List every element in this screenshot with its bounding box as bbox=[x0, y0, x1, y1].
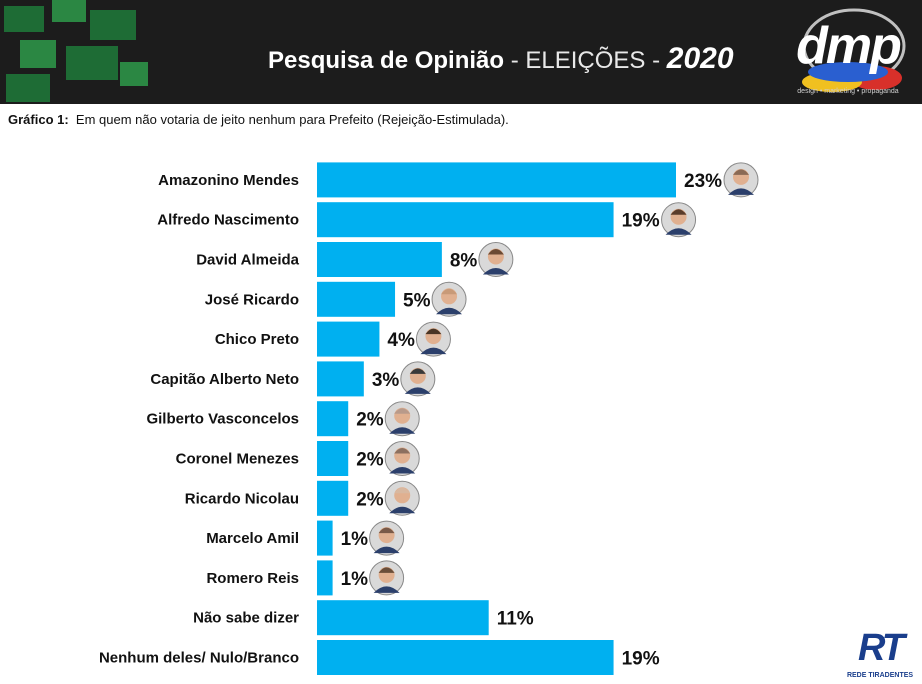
candidate-photo-icon bbox=[384, 480, 420, 516]
data-label: 11% bbox=[497, 609, 534, 630]
bar bbox=[317, 281, 396, 317]
data-label: 4% bbox=[387, 330, 415, 351]
bar bbox=[317, 600, 489, 636]
decor-square bbox=[66, 46, 118, 80]
category-label: José Ricardo bbox=[205, 291, 299, 308]
logo-swoosh-icon bbox=[802, 8, 906, 92]
data-label: 19% bbox=[622, 649, 660, 670]
data-label: 23% bbox=[684, 171, 722, 192]
category-label: David Almeida bbox=[196, 252, 299, 269]
decor-square bbox=[20, 40, 56, 68]
category-label: Gilberto Vasconcelos bbox=[146, 411, 299, 428]
chart-subtitle: Gráfico 1: Em quem não votaria de jeito … bbox=[8, 112, 509, 127]
bar bbox=[317, 520, 333, 556]
logo-text: dmp bbox=[796, 17, 902, 75]
rt-watermark: RT REDE TIRADENTES bbox=[842, 628, 918, 682]
data-label: 3% bbox=[372, 370, 400, 391]
decor-square bbox=[4, 6, 44, 32]
candidate-photo-icon bbox=[384, 441, 420, 476]
category-label: Nenhum deles/ Nulo/Branco bbox=[99, 650, 299, 667]
bar bbox=[317, 480, 349, 516]
bar bbox=[317, 441, 349, 476]
bar bbox=[317, 242, 442, 277]
bar bbox=[317, 560, 333, 596]
page-title: Pesquisa de Opinião - ELEIÇÕES - 2020 bbox=[268, 42, 734, 75]
logo-tagline: design • marketing • propaganda bbox=[797, 88, 899, 95]
category-label: Alfredo Nascimento bbox=[157, 212, 299, 229]
decor-square bbox=[90, 10, 136, 40]
decor-square bbox=[52, 0, 86, 22]
category-label: Capitão Alberto Neto bbox=[150, 371, 299, 388]
bar bbox=[317, 401, 349, 437]
candidate-photo-icon bbox=[478, 242, 514, 277]
bar bbox=[317, 361, 364, 397]
candidate-photo-icon bbox=[723, 162, 759, 198]
candidate-photo-icon bbox=[415, 321, 451, 357]
category-label: Romero Reis bbox=[206, 570, 299, 587]
category-label: Marcelo Amil bbox=[206, 530, 299, 547]
bar bbox=[317, 321, 380, 357]
candidate-photo-icon bbox=[384, 401, 420, 437]
decor-square bbox=[6, 74, 50, 102]
data-label: 2% bbox=[356, 489, 384, 510]
category-label: Ricardo Nicolau bbox=[185, 490, 299, 507]
data-label: 1% bbox=[341, 569, 369, 590]
decor-square bbox=[120, 62, 148, 86]
dmp-logo: dmp design • marketing • propaganda bbox=[788, 4, 908, 100]
rt-logo-sub: REDE TIRADENTES bbox=[846, 672, 914, 679]
rt-logo-text: RT bbox=[858, 627, 905, 669]
data-label: 2% bbox=[356, 450, 384, 471]
data-label: 2% bbox=[356, 410, 384, 431]
category-label: Chico Preto bbox=[215, 331, 299, 348]
category-label: Não sabe dizer bbox=[193, 610, 299, 627]
candidate-photo-icon bbox=[400, 361, 436, 397]
category-label: Coronel Menezes bbox=[176, 451, 299, 468]
data-label: 8% bbox=[450, 251, 478, 272]
candidate-photo-icon bbox=[661, 202, 697, 238]
bar bbox=[317, 162, 676, 198]
header-banner: Pesquisa de Opinião - ELEIÇÕES - 2020 dm… bbox=[0, 0, 922, 104]
bar bbox=[317, 202, 614, 238]
candidate-photo-icon bbox=[369, 560, 405, 596]
bar-chart: Amazonino Mendes 23% Alfredo Nascimento 19%… bbox=[99, 162, 759, 675]
category-label: Amazonino Mendes bbox=[158, 172, 299, 189]
data-label: 5% bbox=[403, 290, 431, 311]
data-label: 19% bbox=[622, 211, 660, 232]
data-label: 1% bbox=[341, 529, 369, 550]
bar bbox=[317, 640, 614, 675]
candidate-photo-icon bbox=[369, 520, 405, 556]
candidate-photo-icon bbox=[431, 281, 467, 317]
